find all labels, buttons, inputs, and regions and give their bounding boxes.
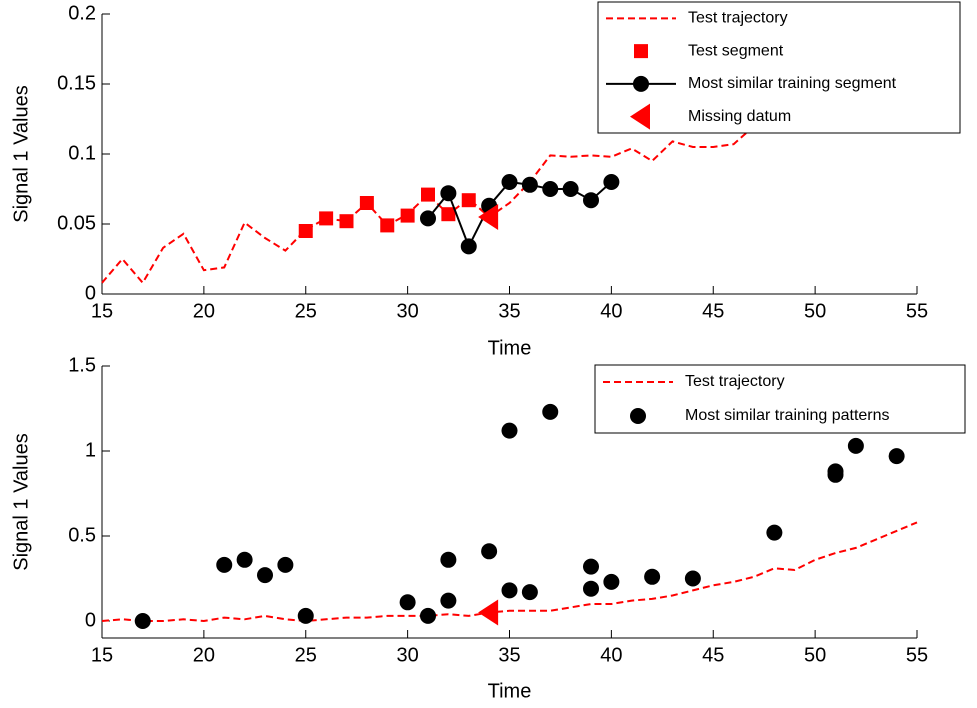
circle-marker <box>583 580 599 597</box>
circle-marker <box>542 403 559 420</box>
x-tick-label: 45 <box>702 300 724 322</box>
x-tick-label: 15 <box>91 644 113 666</box>
circle-marker <box>603 174 620 190</box>
x-axis-label: Time <box>488 680 532 702</box>
circle-marker <box>542 181 559 197</box>
circle-marker <box>440 551 457 568</box>
x-tick-label: 20 <box>193 644 215 666</box>
circle-marker <box>501 582 518 599</box>
x-tick-label: 25 <box>295 644 317 666</box>
square-marker <box>359 196 374 210</box>
x-tick-label: 55 <box>906 644 928 666</box>
y-tick-label: 0.05 <box>57 212 96 234</box>
square-marker <box>339 214 354 229</box>
legend-box <box>597 1 961 134</box>
series-line <box>101 521 918 623</box>
x-tick-label: 35 <box>498 300 520 322</box>
circle-marker <box>440 592 457 609</box>
circle-marker <box>501 174 518 190</box>
circle-marker <box>297 607 314 624</box>
y-tick-label: 1.5 <box>68 354 96 376</box>
legend-label: Most similar training patterns <box>685 407 890 424</box>
x-tick-label: 40 <box>600 300 622 322</box>
circle-marker <box>460 238 477 255</box>
x-tick-label: 50 <box>804 300 826 322</box>
circle-marker <box>847 437 864 454</box>
y-tick-label: 0 <box>85 282 96 304</box>
circle-marker <box>399 594 416 611</box>
y-tick-label: 0 <box>85 609 96 631</box>
y-tick-label: 0.2 <box>68 2 96 24</box>
circle-marker <box>583 192 599 209</box>
legend-box <box>594 364 966 434</box>
legend-marker <box>630 408 646 424</box>
square-marker <box>319 211 334 226</box>
triangle-marker <box>478 204 499 230</box>
x-tick-label: 30 <box>397 644 419 666</box>
circle-marker <box>257 567 273 584</box>
square-marker <box>461 193 476 208</box>
y-tick-label: 0.1 <box>68 142 96 164</box>
circle-marker <box>562 181 579 197</box>
x-axis-label: Time <box>488 337 532 359</box>
legend-marker <box>633 75 649 92</box>
circle-marker <box>827 463 844 480</box>
circle-marker <box>236 551 253 568</box>
legend-marker <box>630 103 650 130</box>
circle-marker <box>644 568 661 585</box>
y-tick-label: 0.15 <box>57 72 96 94</box>
x-tick-label: 50 <box>804 644 826 666</box>
legend-marker <box>634 44 648 59</box>
x-tick-label: 40 <box>600 644 622 666</box>
legend-label: Most similar training segment <box>688 75 897 92</box>
x-tick-label: 55 <box>906 300 928 322</box>
series-line <box>101 118 775 285</box>
x-tick-label: 45 <box>702 644 724 666</box>
y-axis-label: Signal 1 Values <box>10 433 32 571</box>
circle-marker <box>420 210 436 227</box>
circle-marker <box>216 556 233 573</box>
legend-label: Test segment <box>688 42 784 59</box>
square-marker <box>441 207 456 222</box>
x-tick-label: 35 <box>498 644 520 666</box>
x-tick-label: 15 <box>91 300 113 322</box>
circle-marker <box>440 185 457 202</box>
legend-label: Missing datum <box>688 108 791 125</box>
legend-label: Test trajectory <box>685 373 785 390</box>
series-line <box>427 180 613 249</box>
circle-marker <box>277 556 294 573</box>
circle-marker <box>481 543 498 560</box>
x-tick-label: 20 <box>193 300 215 322</box>
circle-marker <box>603 573 620 590</box>
square-marker <box>400 208 415 223</box>
square-marker <box>298 224 313 238</box>
circle-marker <box>521 584 538 601</box>
circle-marker <box>684 570 701 587</box>
circle-marker <box>501 422 518 439</box>
circle-marker <box>888 448 905 465</box>
circle-marker <box>583 558 599 575</box>
square-marker <box>421 187 435 202</box>
circle-marker <box>420 607 436 624</box>
circle-marker <box>766 524 783 541</box>
y-tick-label: 1 <box>85 439 96 461</box>
legend-label: Test trajectory <box>688 10 788 27</box>
circle-marker <box>134 613 151 629</box>
x-tick-label: 30 <box>397 300 419 322</box>
y-axis-label: Signal 1 Values <box>10 85 32 223</box>
x-tick-label: 25 <box>295 300 317 322</box>
square-marker <box>380 218 395 233</box>
y-tick-label: 0.5 <box>68 524 96 546</box>
circle-marker <box>521 176 538 193</box>
triangle-marker <box>478 599 499 626</box>
